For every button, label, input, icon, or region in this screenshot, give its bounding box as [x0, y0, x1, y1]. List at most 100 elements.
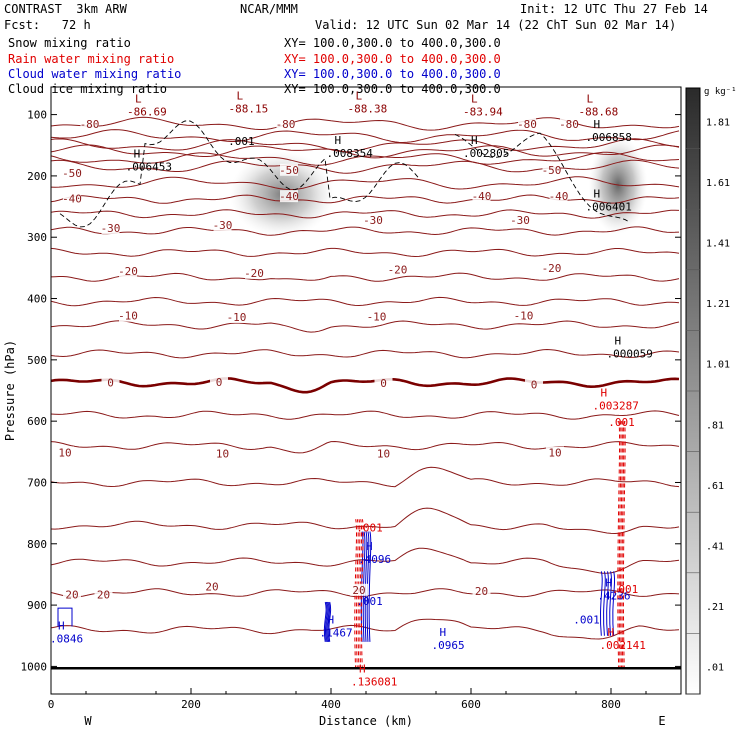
rain-water-column-line: [620, 421, 623, 670]
colorbar-label: 1.01: [706, 360, 730, 371]
isotherm-label: -30: [213, 219, 233, 232]
isotherm-label: -40: [62, 193, 82, 206]
isotherm-label-bg: [525, 378, 543, 391]
field-name-cloud-water: Cloud water mixing ratio: [8, 67, 182, 81]
contour-label: .001: [608, 416, 635, 429]
rain-water-column: [617, 421, 626, 670]
isotherm-label: -50: [542, 164, 562, 177]
cloud-water-column-line: [323, 601, 327, 642]
extremum-l-marker: L: [471, 92, 478, 105]
extremum-l-marker: L: [587, 92, 594, 105]
rain-water-column: [354, 519, 364, 670]
y-tick-label: 400: [27, 293, 47, 306]
cloud-water-column-line: [599, 571, 603, 636]
cloud-water-column-line: [603, 571, 606, 636]
isotherm-label: -80: [276, 118, 296, 131]
cloud-ice-contour: [454, 132, 631, 223]
isotherm-label: -20: [542, 262, 562, 275]
rain-water-column-line: [355, 519, 359, 670]
extremum-value: .002141: [600, 639, 646, 652]
isotherm-label-bg: [280, 163, 298, 176]
isotherm-label: -20: [388, 264, 408, 277]
extremum-value: .002805: [463, 147, 509, 160]
valid-time: Valid: 12 UTC Sun 02 Mar 14 (22 ChT Sun …: [315, 18, 677, 32]
isotherm-label: 10: [377, 448, 390, 461]
isotherm-label-bg: [546, 446, 564, 459]
x-tick-label: 200: [181, 698, 201, 711]
isotherm-unlabeled: [51, 176, 680, 191]
cloud-water-column-line: [325, 601, 328, 642]
x-axis-label: Distance (km): [319, 714, 413, 728]
isotherm-label-bg: [518, 117, 536, 130]
isotherm-label: 20: [65, 589, 78, 602]
rain-water-column-line: [617, 421, 621, 670]
isotherm-label-bg: [210, 375, 228, 388]
isotherm-label: -50: [279, 164, 299, 177]
isotherm-unlabeled: [51, 410, 680, 420]
extremum-h-marker: H: [594, 187, 601, 200]
isotherm--50: [51, 159, 680, 174]
isotherm-label: -10: [367, 310, 387, 323]
isotherm-label: 20: [205, 581, 218, 594]
field-xy-rain: XY= 100.0,300.0 to 400.0,300.0: [284, 52, 501, 66]
init-time: Init: 12 UTC Thu 27 Feb 14: [520, 2, 708, 16]
extremum-value: .0965: [432, 639, 465, 652]
cloud-water-column: [323, 601, 332, 642]
extremum-value: -88.68: [579, 105, 619, 118]
extremum-h-marker: H: [601, 387, 608, 400]
model-title: CONTRAST 3km ARW: [4, 2, 127, 16]
center-label: NCAR/MMM: [240, 2, 298, 16]
cloud-water-column-line: [609, 571, 612, 636]
isotherm-label: -80: [80, 118, 100, 131]
extremum-l-marker: L: [356, 89, 363, 102]
isotherm-label-bg: [119, 264, 137, 277]
extremum-value: .006453: [126, 161, 172, 174]
isotherm-unlabeled: [51, 466, 680, 488]
colorbar-label: 1.81: [706, 117, 730, 128]
isotherm-label-bg: [80, 117, 99, 130]
rain-water-column-line: [359, 519, 363, 670]
isotherm-label: 10: [58, 446, 71, 459]
isotherm-label-bg: [276, 117, 295, 130]
rain-water-column-line: [360, 519, 364, 670]
east-label: E: [658, 714, 665, 728]
isotherm-label: 20: [97, 589, 110, 602]
contour-label: .001: [228, 135, 255, 148]
extremum-h-marker: H: [605, 577, 612, 590]
cloud-ice-contour: [59, 120, 421, 228]
isotherm-label-bg: [213, 447, 232, 460]
isotherm--10: [51, 320, 680, 333]
isotherm-label: -30: [101, 222, 121, 235]
isotherm-label-bg: [472, 190, 491, 203]
extremum-value: .1467: [320, 626, 353, 639]
isotherm-label-bg: [472, 584, 491, 597]
forecast-hour: Fcst: 72 h: [4, 18, 91, 32]
colorbar-label: .01: [706, 663, 724, 674]
isotherm-label: 10: [216, 448, 229, 461]
rain-water-column-line: [621, 421, 625, 670]
extremum-l-marker: L: [135, 92, 142, 105]
cloud-water-column-line: [362, 531, 366, 642]
isotherm-label-bg: [101, 222, 120, 235]
isotherm-label-bg: [227, 310, 246, 323]
isotherm-label-bg: [560, 117, 578, 130]
y-tick-label: 200: [27, 170, 47, 183]
colorbar-label: 1.61: [706, 178, 730, 189]
colorbar-label: .61: [706, 481, 724, 492]
y-tick-label: 300: [27, 231, 47, 244]
isotherm-0: [51, 377, 680, 394]
isotherm-label-bg: [63, 192, 81, 205]
field-xy-cloud-ice: XY= 100.0,300.0 to 400.0,300.0: [284, 82, 501, 96]
isotherm-label: -50: [62, 167, 82, 180]
isotherm--40: [51, 194, 680, 204]
colorbar-label: 1.21: [706, 299, 730, 310]
x-tick-label: 600: [461, 698, 481, 711]
field-name-rain: Rain water mixing ratio: [8, 52, 175, 66]
isotherm-label: -40: [279, 190, 299, 203]
isotherm-label: -40: [472, 190, 492, 203]
field-name-cloud-ice: Cloud ice mixing ratio: [8, 82, 167, 96]
contour-label: .001: [356, 595, 383, 608]
isotherm-label: -10: [514, 310, 534, 323]
isotherm-unlabeled: [51, 138, 680, 153]
